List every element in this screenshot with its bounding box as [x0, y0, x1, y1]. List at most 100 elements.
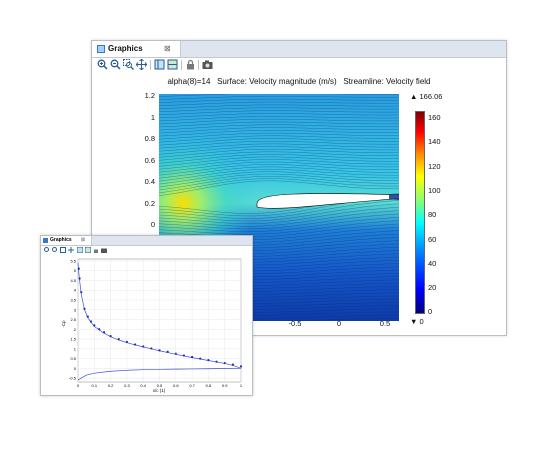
cp-marker	[77, 267, 80, 270]
colorbar-tick-label: 40	[428, 258, 437, 268]
cp-y-ticks: 5.5 5 4.5 4 3.5 3 2.5 2 1.5 1 0.5 0 -0.5	[69, 258, 77, 380]
streamline	[159, 206, 399, 224]
close-icon[interactable]: ⊠	[81, 237, 86, 243]
lock-icon[interactable]	[93, 247, 99, 253]
cp-marker	[166, 350, 169, 353]
cp-marker	[158, 349, 161, 352]
x-tick-label: 0.6	[173, 383, 179, 388]
y-tick-label: 0	[74, 366, 77, 371]
y-tick-label: 0.5	[70, 356, 76, 361]
y-tick-label: 1	[74, 346, 77, 351]
y-tick-label: 1.2	[144, 91, 155, 100]
y-tick-label: 2	[74, 327, 77, 332]
cp-marker	[109, 335, 112, 338]
cp-marker	[93, 324, 96, 327]
scene-light-icon[interactable]	[154, 59, 165, 70]
wake-region	[389, 194, 399, 200]
x-tick-label: 0.9	[222, 383, 228, 388]
cp-marker	[174, 352, 177, 355]
streamline	[159, 113, 399, 119]
scene-light-icon[interactable]	[77, 247, 83, 253]
cp-marker	[223, 361, 226, 365]
x-tick-label: 0.2	[108, 383, 114, 388]
streamline	[159, 148, 399, 158]
zoom-in-icon[interactable]	[97, 59, 108, 70]
x-tick-label: 0.4	[140, 383, 146, 388]
cp-marker	[83, 307, 86, 310]
y-tick-label: -0.5	[69, 376, 77, 381]
airfoil-shape	[256, 193, 399, 209]
x-tick-label: 0.1	[92, 383, 98, 388]
streamline	[159, 210, 399, 227]
cp-marker	[89, 320, 93, 323]
colorbar	[415, 111, 425, 314]
zoom-box-icon[interactable]	[60, 247, 66, 253]
cp-marker	[117, 337, 120, 341]
inset-tab-title: Graphics	[50, 237, 72, 243]
inset-tab-graphics[interactable]: Graphics ⊠	[41, 236, 92, 245]
transparency-icon[interactable]	[167, 59, 178, 70]
streamline	[159, 116, 399, 122]
x-tick-label: 0	[336, 319, 342, 328]
y-tick-label: 1.5	[70, 337, 76, 342]
cp-marker	[78, 277, 81, 280]
streamline	[159, 124, 399, 131]
zoom-in-icon[interactable]	[44, 247, 50, 253]
cp-chart[interactable]: 5.554.543.532.521.510.50-0.5 0 0.1 0.2 0.3 0…	[41, 256, 252, 395]
zoom-out-icon[interactable]	[52, 247, 58, 253]
lock-icon[interactable]	[185, 59, 196, 70]
camera-icon[interactable]	[202, 59, 213, 70]
y-tick-label: 5	[74, 268, 77, 273]
cp-ylabel: -Cp	[61, 320, 66, 328]
streamline	[159, 178, 399, 194]
streamline	[159, 146, 399, 155]
x-tick-label: 0.5	[379, 319, 391, 328]
streamline	[159, 180, 399, 197]
cp-marker	[98, 328, 101, 331]
cp-marker	[102, 331, 106, 334]
close-icon[interactable]: ⊠	[164, 44, 171, 53]
streamline	[159, 135, 399, 143]
graphics-icon	[43, 238, 48, 243]
streamline	[159, 98, 399, 103]
streamline	[159, 138, 399, 146]
transparency-icon[interactable]	[85, 247, 91, 253]
streamline	[159, 140, 399, 149]
zoom-box-icon[interactable]	[123, 59, 134, 70]
cp-marker	[215, 360, 218, 363]
y-tick-label: 1	[150, 112, 155, 122]
colorbar-tick-label: 140	[428, 137, 441, 147]
streamline	[159, 127, 399, 134]
y-tick-label: 0	[150, 220, 155, 229]
streamline	[159, 203, 399, 222]
y-tick-label: 0.6	[144, 155, 155, 165]
x-tick-label: 0	[77, 383, 80, 388]
camera-icon[interactable]	[101, 247, 107, 253]
zoom-out-icon[interactable]	[110, 59, 121, 70]
toolbar-separator	[181, 60, 182, 70]
tab-graphics[interactable]: Graphics ⊠	[92, 41, 181, 57]
cp-marker	[207, 359, 210, 362]
cp-marker	[239, 365, 243, 368]
cp-marker	[80, 291, 83, 294]
streamline	[159, 169, 399, 182]
streamline	[159, 217, 399, 232]
tab-title: Graphics	[108, 44, 143, 53]
y-tick-label: 5.5	[70, 258, 76, 263]
streamline	[159, 107, 399, 113]
streamline	[159, 159, 399, 170]
colorbar-tick-label: 0	[428, 307, 433, 317]
y-tick-label: 0.8	[144, 134, 155, 143]
cp-marker	[191, 355, 194, 359]
zoom-extents-icon[interactable]	[68, 247, 74, 253]
streamline	[159, 132, 399, 140]
plot-title: alpha(8)=14 Surface: Velocity magnitude …	[167, 77, 431, 86]
graphics-toolbar	[92, 58, 506, 72]
cp-grid	[77, 259, 242, 382]
x-tick-label: 0.3	[124, 383, 130, 388]
cp-marker	[231, 363, 234, 366]
streamline	[159, 110, 399, 116]
zoom-extents-icon[interactable]	[136, 59, 147, 70]
cp-series-line-1	[77, 367, 242, 381]
y-tick-label: 0.4	[144, 177, 155, 186]
